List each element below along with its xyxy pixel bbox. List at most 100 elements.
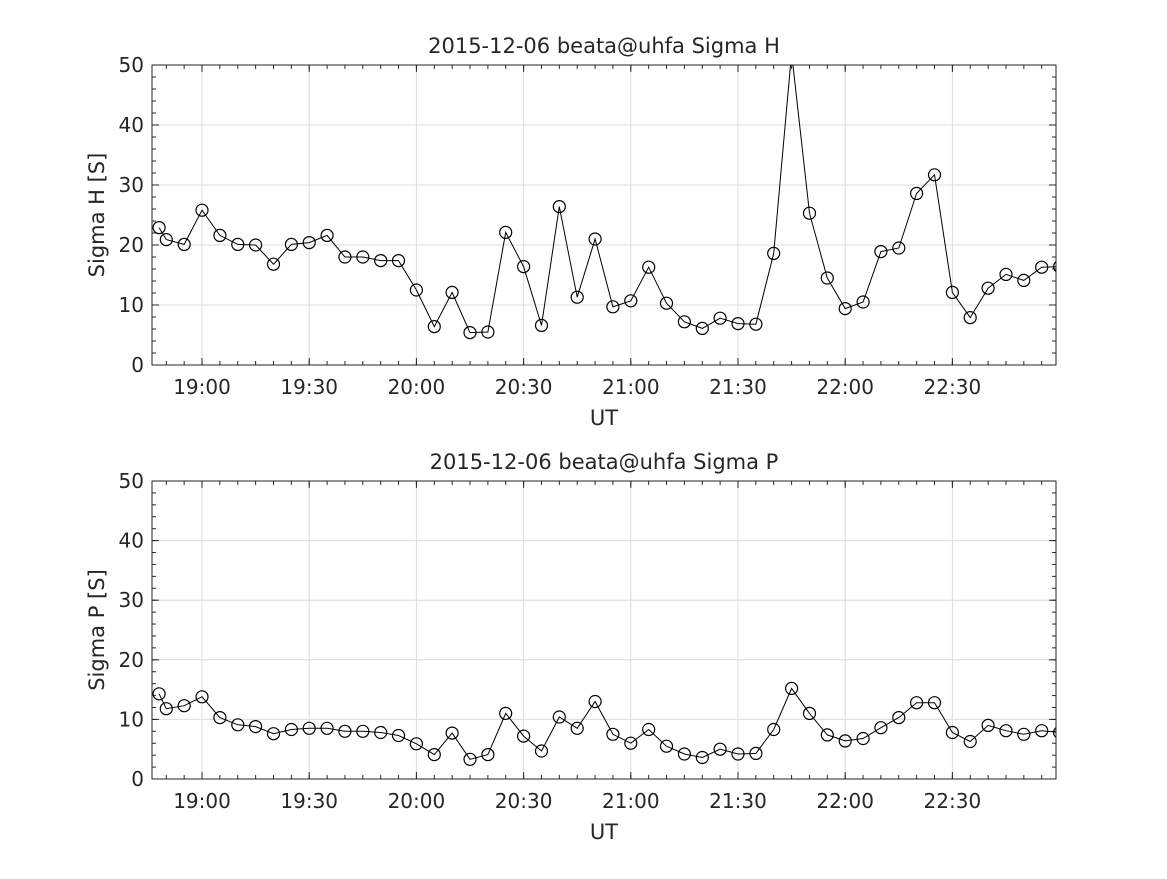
sigma-h-chart-title: 2015-12-06 beata@uhfa Sigma H — [428, 34, 780, 58]
sigma-p-x-tick-label: 19:30 — [280, 789, 338, 813]
sigma-p-data-point — [1053, 726, 1056, 739]
sigma-p-data-point — [534, 744, 549, 758]
sigma-h-data-point — [427, 320, 441, 334]
sigma-p-data-point — [713, 742, 727, 756]
sigma-h-data-point — [213, 228, 227, 242]
sigma-h-data-point — [320, 228, 334, 242]
sigma-p-data-point — [784, 681, 799, 696]
sigma-p-data-point — [152, 687, 166, 701]
sigma-h-y-tick-label: 50 — [119, 53, 144, 77]
sigma-p-y-tick-label: 40 — [119, 529, 144, 553]
sigma-p-x-tick-label: 20:00 — [388, 789, 446, 813]
sigma-h-data-point — [284, 237, 298, 251]
sigma-h-data-point — [249, 238, 263, 252]
sigma-p-x-tick-label: 21:30 — [709, 789, 767, 813]
sigma-h-data-point — [945, 285, 960, 299]
sigma-p-chart-title: 2015-12-06 beata@uhfa Sigma P — [430, 450, 779, 474]
sigma-h-data-point — [624, 294, 638, 308]
sigma-h-data-point — [981, 281, 995, 295]
sigma-h-data-point — [177, 237, 191, 251]
sigma-p-data-point — [624, 736, 638, 750]
sigma-h-data-point — [642, 260, 656, 274]
sigma-h-data-point — [731, 317, 745, 331]
sigma-p-y-tick-label: 20 — [119, 648, 144, 672]
sigma-h-x-tick-label: 20:00 — [388, 375, 446, 399]
sigma-p-data-point — [802, 706, 817, 721]
sigma-h-x-tick-label: 21:30 — [709, 375, 767, 399]
sigma-h-data-point — [767, 246, 781, 260]
sigma-h-data-point — [266, 257, 281, 271]
sigma-h-data-point — [820, 271, 834, 285]
sigma-h-data-point — [892, 241, 906, 255]
sigma-h-data-point — [534, 318, 549, 332]
sigma-h-data-point — [409, 283, 423, 297]
sigma-p-x-tick-label: 22:00 — [816, 789, 874, 813]
sigma-h-data-point — [786, 47, 798, 59]
sigma-h-data-point — [802, 206, 817, 220]
sigma-p-data-point — [231, 718, 245, 732]
sigma-p-data-point — [892, 710, 906, 725]
sigma-h-data-point — [1035, 260, 1049, 274]
sigma-p-x-axis-label: UT — [590, 820, 618, 844]
sigma-h-x-tick-label: 19:30 — [280, 375, 338, 399]
sigma-p-data-point — [499, 706, 513, 721]
sigma-p-data-point — [427, 747, 441, 762]
sigma-h-data-point — [927, 168, 942, 182]
sigma-h-data-point — [695, 321, 709, 335]
sigma-h-data-point — [677, 315, 692, 329]
sigma-h-data-point — [963, 311, 977, 325]
sigma-h-data-point — [152, 221, 166, 235]
sigma-p-panel: 0 10 20 30 40 50 19:00 19:30 20:00 20:30 21:00 21:3… — [85, 450, 1057, 844]
sigma-h-data-point — [552, 200, 566, 214]
sigma-p-data-point — [338, 724, 352, 738]
sigma-p-data-point — [481, 747, 495, 762]
sigma-p-data-point — [856, 731, 870, 746]
sigma-h-data-point — [356, 250, 370, 264]
sigma-p-data-point — [195, 690, 209, 704]
sigma-p-data-point — [391, 728, 406, 743]
sigma-h-data-point — [374, 254, 388, 268]
sigma-h-data-point — [856, 295, 870, 309]
sigma-h-data-point — [588, 232, 602, 246]
sigma-h-data-point — [570, 290, 584, 304]
sigma-h-x-tick-label: 22:30 — [924, 375, 982, 399]
sigma-p-data-point — [177, 699, 191, 713]
sigma-p-data-point — [266, 727, 281, 741]
sigma-p-data-point — [963, 734, 977, 749]
sigma-h-data-point — [445, 285, 459, 299]
sigma-p-data-point — [302, 721, 316, 735]
sigma-h-data-point — [749, 317, 763, 331]
sigma-p-data-point — [945, 725, 960, 740]
sigma-h-data-point — [391, 254, 406, 268]
sigma-h-data-point — [999, 267, 1013, 281]
sigma-h-data-point — [659, 296, 674, 310]
sigma-p-data-point — [374, 725, 388, 740]
sigma-p-data-point — [213, 710, 227, 725]
sigma-p-y-tick-label: 50 — [119, 469, 144, 493]
sigma-p-data-point — [463, 752, 477, 766]
sigma-p-data-point — [552, 710, 566, 724]
sigma-h-data-point — [1053, 261, 1056, 273]
sigma-h-data-point — [481, 325, 495, 339]
sigma-h-data-point — [463, 326, 477, 340]
sigma-h-data-point — [231, 237, 245, 251]
sigma-p-data-point — [927, 696, 942, 710]
sigma-p-data-point — [838, 734, 852, 748]
sigma-p-axes-frame — [151, 480, 1057, 780]
sigma-p-data-point — [516, 729, 531, 743]
sigma-h-data-point — [516, 260, 531, 274]
sigma-h-data-point — [713, 311, 727, 325]
sigma-h-x-tick-label: 22:00 — [816, 375, 874, 399]
sigma-p-y-tick-label: 0 — [131, 767, 144, 791]
sigma-h-data-point — [338, 250, 352, 264]
sigma-h-data-point — [302, 236, 316, 250]
sigma-p-data-point — [356, 724, 370, 738]
sigma-p-data-point — [1017, 727, 1031, 741]
sigma-p-data-point — [749, 746, 763, 761]
sigma-p-data-point — [767, 722, 781, 737]
sigma-p-x-tick-label: 19:00 — [173, 789, 231, 813]
sigma-h-data-point — [606, 300, 620, 314]
sigma-p-data-point — [588, 694, 602, 709]
